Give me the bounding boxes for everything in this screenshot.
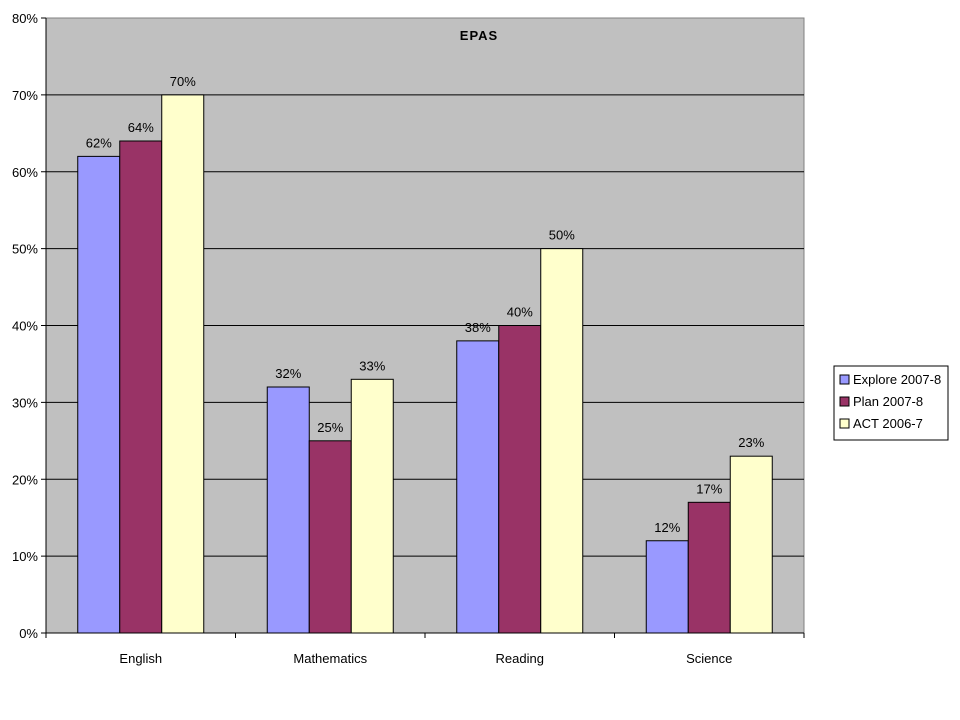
data-label: 17%: [696, 481, 722, 496]
bar: [540, 248, 584, 634]
y-tick-label: 30%: [12, 395, 38, 410]
legend-entry-label: ACT 2006-7: [853, 416, 923, 431]
bar: [498, 325, 542, 634]
data-label: 50%: [549, 228, 575, 243]
bar: [456, 340, 500, 634]
legend-swatch: [839, 418, 850, 429]
legend: Explore 2007-8 Plan 2007-8 ACT 2006-7: [833, 365, 949, 441]
y-tick-label: 20%: [12, 472, 38, 487]
legend-box: [833, 365, 949, 441]
bar: [350, 378, 394, 634]
axes: 0% 10% 20% 30% 40% 50% 60% 70% 80% English Mathema…: [12, 11, 805, 666]
y-tick-label: 40%: [12, 319, 38, 334]
x-tick-label: Reading: [496, 651, 544, 666]
x-tick-label: Mathematics: [293, 651, 367, 666]
data-label: 40%: [507, 305, 533, 320]
bar: [77, 155, 121, 634]
y-tick-label: 60%: [12, 165, 38, 180]
bar: [161, 94, 205, 634]
y-tick-label: 50%: [12, 242, 38, 257]
data-label: 25%: [317, 420, 343, 435]
y-tick-label: 10%: [12, 549, 38, 564]
bar: [687, 501, 731, 634]
chart-title: EPAS: [460, 28, 498, 43]
bar: [266, 386, 310, 634]
bar: [729, 455, 773, 634]
data-label: 33%: [359, 358, 385, 373]
bar: [645, 540, 689, 634]
data-label: 64%: [128, 120, 154, 135]
legend-entry-label: Plan 2007-8: [853, 394, 923, 409]
bars: 62% 64% 70% 32% 25% 33% 38% 40% 50% 12% 17% 23%: [77, 74, 773, 634]
data-label: 70%: [170, 74, 196, 89]
data-label: 12%: [654, 520, 680, 535]
legend-entry-label: Explore 2007-8: [853, 372, 941, 387]
y-tick-label: 80%: [12, 11, 38, 26]
bar: [308, 440, 352, 634]
data-label: 62%: [86, 135, 112, 150]
x-tick-label: Science: [686, 651, 732, 666]
data-label: 32%: [275, 366, 301, 381]
legend-swatch: [839, 374, 850, 385]
data-label: 23%: [738, 435, 764, 450]
x-tick-label: English: [119, 651, 162, 666]
y-tick-label: 70%: [12, 88, 38, 103]
y-tick-label: 0%: [19, 626, 38, 641]
bar: [119, 140, 163, 634]
data-label: 38%: [465, 320, 491, 335]
legend-swatch: [839, 396, 850, 407]
